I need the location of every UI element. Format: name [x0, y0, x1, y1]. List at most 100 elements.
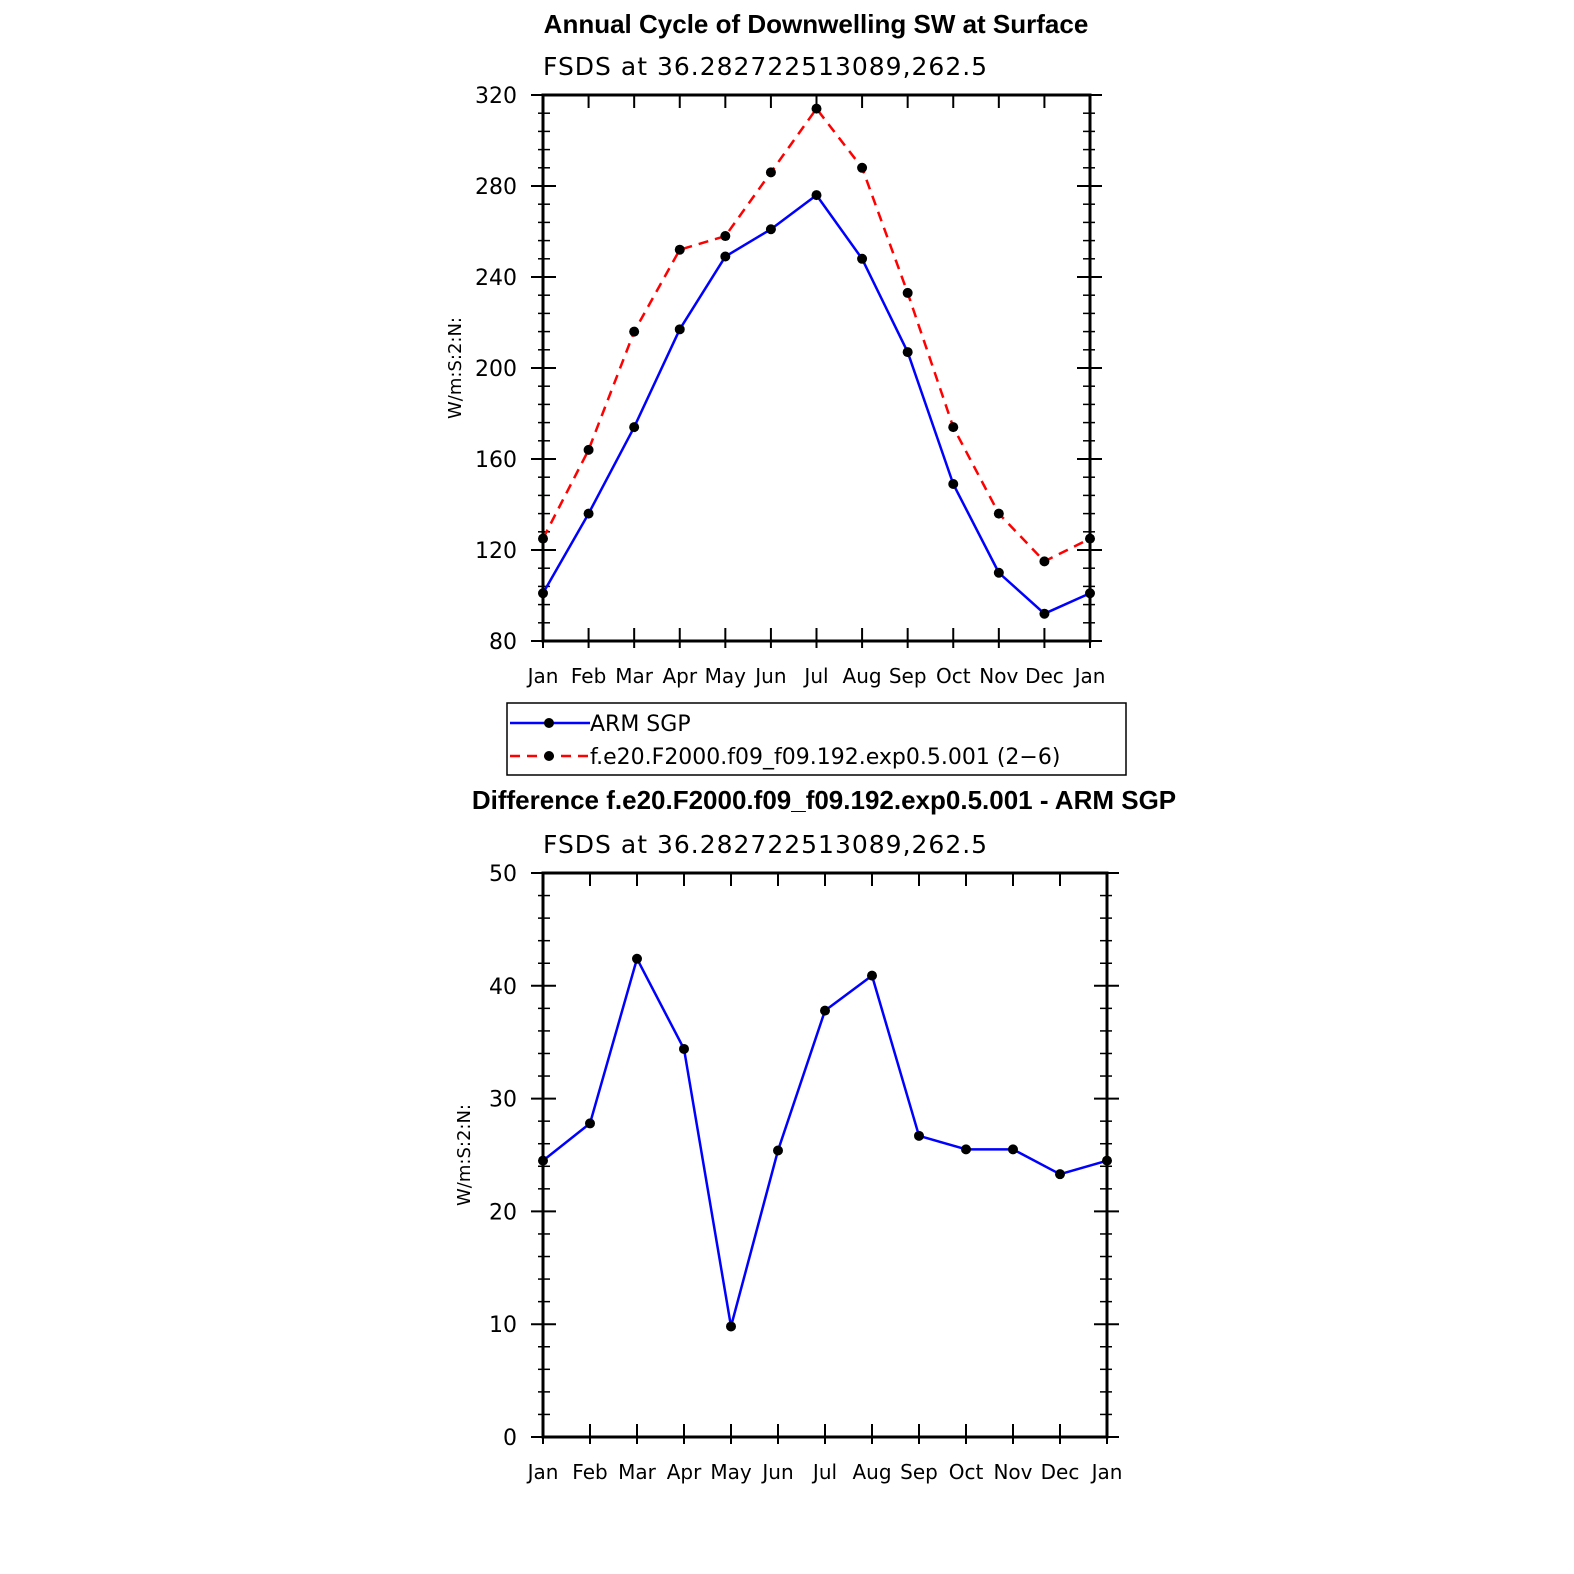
bottom-x-tick-label: Jun [760, 1460, 793, 1484]
bottom-y-tick-label: 20 [489, 1200, 517, 1225]
top-series-0-point [1085, 588, 1095, 599]
legend-model-marker [544, 751, 554, 761]
bottom-series-lines [538, 953, 1112, 1332]
top-series-lines [538, 103, 1095, 619]
top-x-tick-label: Jun [753, 664, 786, 688]
top-series-1-point [720, 231, 731, 242]
top-x-tick-labels: Jan Feb Mar Apr May Jun Jul Aug Sep Oct Nov Dec Jan [526, 664, 1106, 688]
top-x-tick-label: Apr [662, 664, 697, 688]
top-y-tick-label: 120 [475, 539, 517, 564]
top-x-tick-label: Sep [889, 664, 927, 688]
top-series-0-point [583, 508, 594, 519]
top-x-tick-label: Jul [802, 664, 828, 688]
top-series-1-point [993, 508, 1004, 519]
bottom-series-0-point [820, 1005, 830, 1016]
top-series-0-point [765, 224, 776, 235]
difference-chart: Difference f.e20.F2000.f09_f09.192.exp0.… [454, 785, 1176, 1484]
bottom-y-tick-labels: 0 10 20 30 40 50 [489, 862, 517, 1451]
top-y-tick-label: 80 [489, 630, 517, 655]
bottom-x-tick-label: Jan [526, 1460, 559, 1484]
bottom-series-0-point [1055, 1169, 1065, 1180]
top-series-1-point [538, 533, 548, 544]
top-chart-ylabel: W/m:S:2:N: [445, 317, 466, 419]
top-series-1-point [765, 167, 776, 178]
bottom-x-tick-labels: Jan Feb Mar Apr May Jun Jul Aug Sep Oct Nov Dec Jan [526, 1460, 1123, 1484]
top-series-0-point [948, 479, 959, 490]
bottom-chart-subtitle: FSDS at 36.282722513089,262.5 [543, 830, 988, 859]
top-plot-frame [541, 93, 1092, 643]
bottom-series-0-point [961, 1144, 971, 1155]
top-series-0-point [811, 190, 822, 201]
legend-arm-marker [544, 718, 554, 728]
bottom-series-0-point [1008, 1144, 1018, 1155]
bottom-series-0-point [1102, 1155, 1112, 1166]
top-x-tick-label: Jan [1073, 664, 1106, 688]
legend-box [506, 702, 1127, 776]
top-series-0-point [902, 347, 913, 358]
top-series-0-line [541, 193, 1091, 615]
bottom-series-0-point [867, 970, 877, 981]
bottom-series-0-point [538, 1155, 548, 1166]
top-x-tick-label: Jan [526, 664, 559, 688]
legend-model-label: f.e20.F2000.f09_f09.192.exp0.5.001 (2−6) [590, 745, 1060, 770]
top-x-tick-label: Mar [615, 664, 654, 688]
annual-cycle-chart: Annual Cycle of Downwelling SW at Surfac… [445, 9, 1127, 776]
bottom-x-tick-label: Dec [1041, 1460, 1080, 1484]
top-y-tick-label: 320 [475, 84, 517, 109]
bottom-x-tick-label: Jan [1090, 1460, 1123, 1484]
top-series-0-point [674, 324, 685, 335]
top-x-tick-label: Nov [979, 664, 1018, 688]
top-series-1-point [902, 287, 913, 298]
bottom-chart-title: Difference f.e20.F2000.f09_f09.192.exp0.… [472, 785, 1176, 815]
top-y-tick-label: 280 [475, 175, 517, 200]
top-series-1-point [1039, 556, 1050, 567]
top-y-tick-label: 200 [475, 357, 517, 382]
bottom-series-0-point [914, 1130, 924, 1141]
bottom-axis-ticks [531, 872, 1119, 1444]
top-series-0-point [857, 253, 868, 264]
top-y-tick-labels: 80 120 160 200 240 280 320 [475, 84, 517, 655]
bottom-x-tick-label: Jul [811, 1460, 837, 1484]
bottom-y-tick-label: 0 [503, 1426, 517, 1451]
top-series-1-line [541, 107, 1091, 563]
top-axis-ticks [531, 94, 1102, 648]
bottom-x-tick-label: Aug [852, 1460, 891, 1484]
top-series-1-point [1085, 533, 1095, 544]
bottom-series-0-point [632, 953, 642, 964]
top-series-1-point [811, 103, 822, 114]
bottom-x-tick-label: Feb [572, 1460, 607, 1484]
bottom-x-tick-label: Mar [618, 1460, 657, 1484]
top-series-1-point [674, 244, 685, 255]
bottom-x-tick-label: Sep [900, 1460, 938, 1484]
top-series-0-point [993, 567, 1004, 578]
top-x-tick-label: Feb [571, 664, 606, 688]
bottom-series-0-point [585, 1118, 595, 1129]
bottom-series-0-point [726, 1321, 736, 1332]
bottom-x-tick-label: May [710, 1460, 752, 1484]
top-series-1-point [948, 422, 959, 433]
bottom-x-tick-label: Apr [667, 1460, 702, 1484]
top-x-tick-label: Aug [843, 664, 882, 688]
top-x-tick-label: May [705, 664, 747, 688]
legend-arm-label: ARM SGP [590, 712, 691, 737]
top-series-0-point [720, 251, 731, 262]
top-y-tick-label: 160 [475, 448, 517, 473]
top-series-1-point [583, 444, 594, 455]
bottom-series-0-point [679, 1043, 689, 1054]
top-y-tick-label: 240 [475, 266, 517, 291]
bottom-x-tick-label: Nov [993, 1460, 1032, 1484]
top-x-tick-label: Dec [1025, 664, 1064, 688]
bottom-y-tick-label: 30 [489, 1088, 517, 1113]
bottom-y-tick-label: 40 [489, 975, 517, 1000]
top-chart-subtitle: FSDS at 36.282722513089,262.5 [543, 52, 988, 81]
top-chart-title: Annual Cycle of Downwelling SW at Surfac… [544, 9, 1089, 39]
top-series-1-point [629, 326, 640, 337]
bottom-y-tick-label: 50 [489, 862, 517, 887]
top-x-tick-label: Oct [936, 664, 971, 688]
top-series-1-point [857, 162, 868, 173]
top-series-0-point [1039, 608, 1050, 619]
top-series-0-point [629, 422, 640, 433]
bottom-series-0-point [773, 1145, 783, 1156]
bottom-chart-ylabel: W/m:S:2:N: [454, 1104, 475, 1206]
